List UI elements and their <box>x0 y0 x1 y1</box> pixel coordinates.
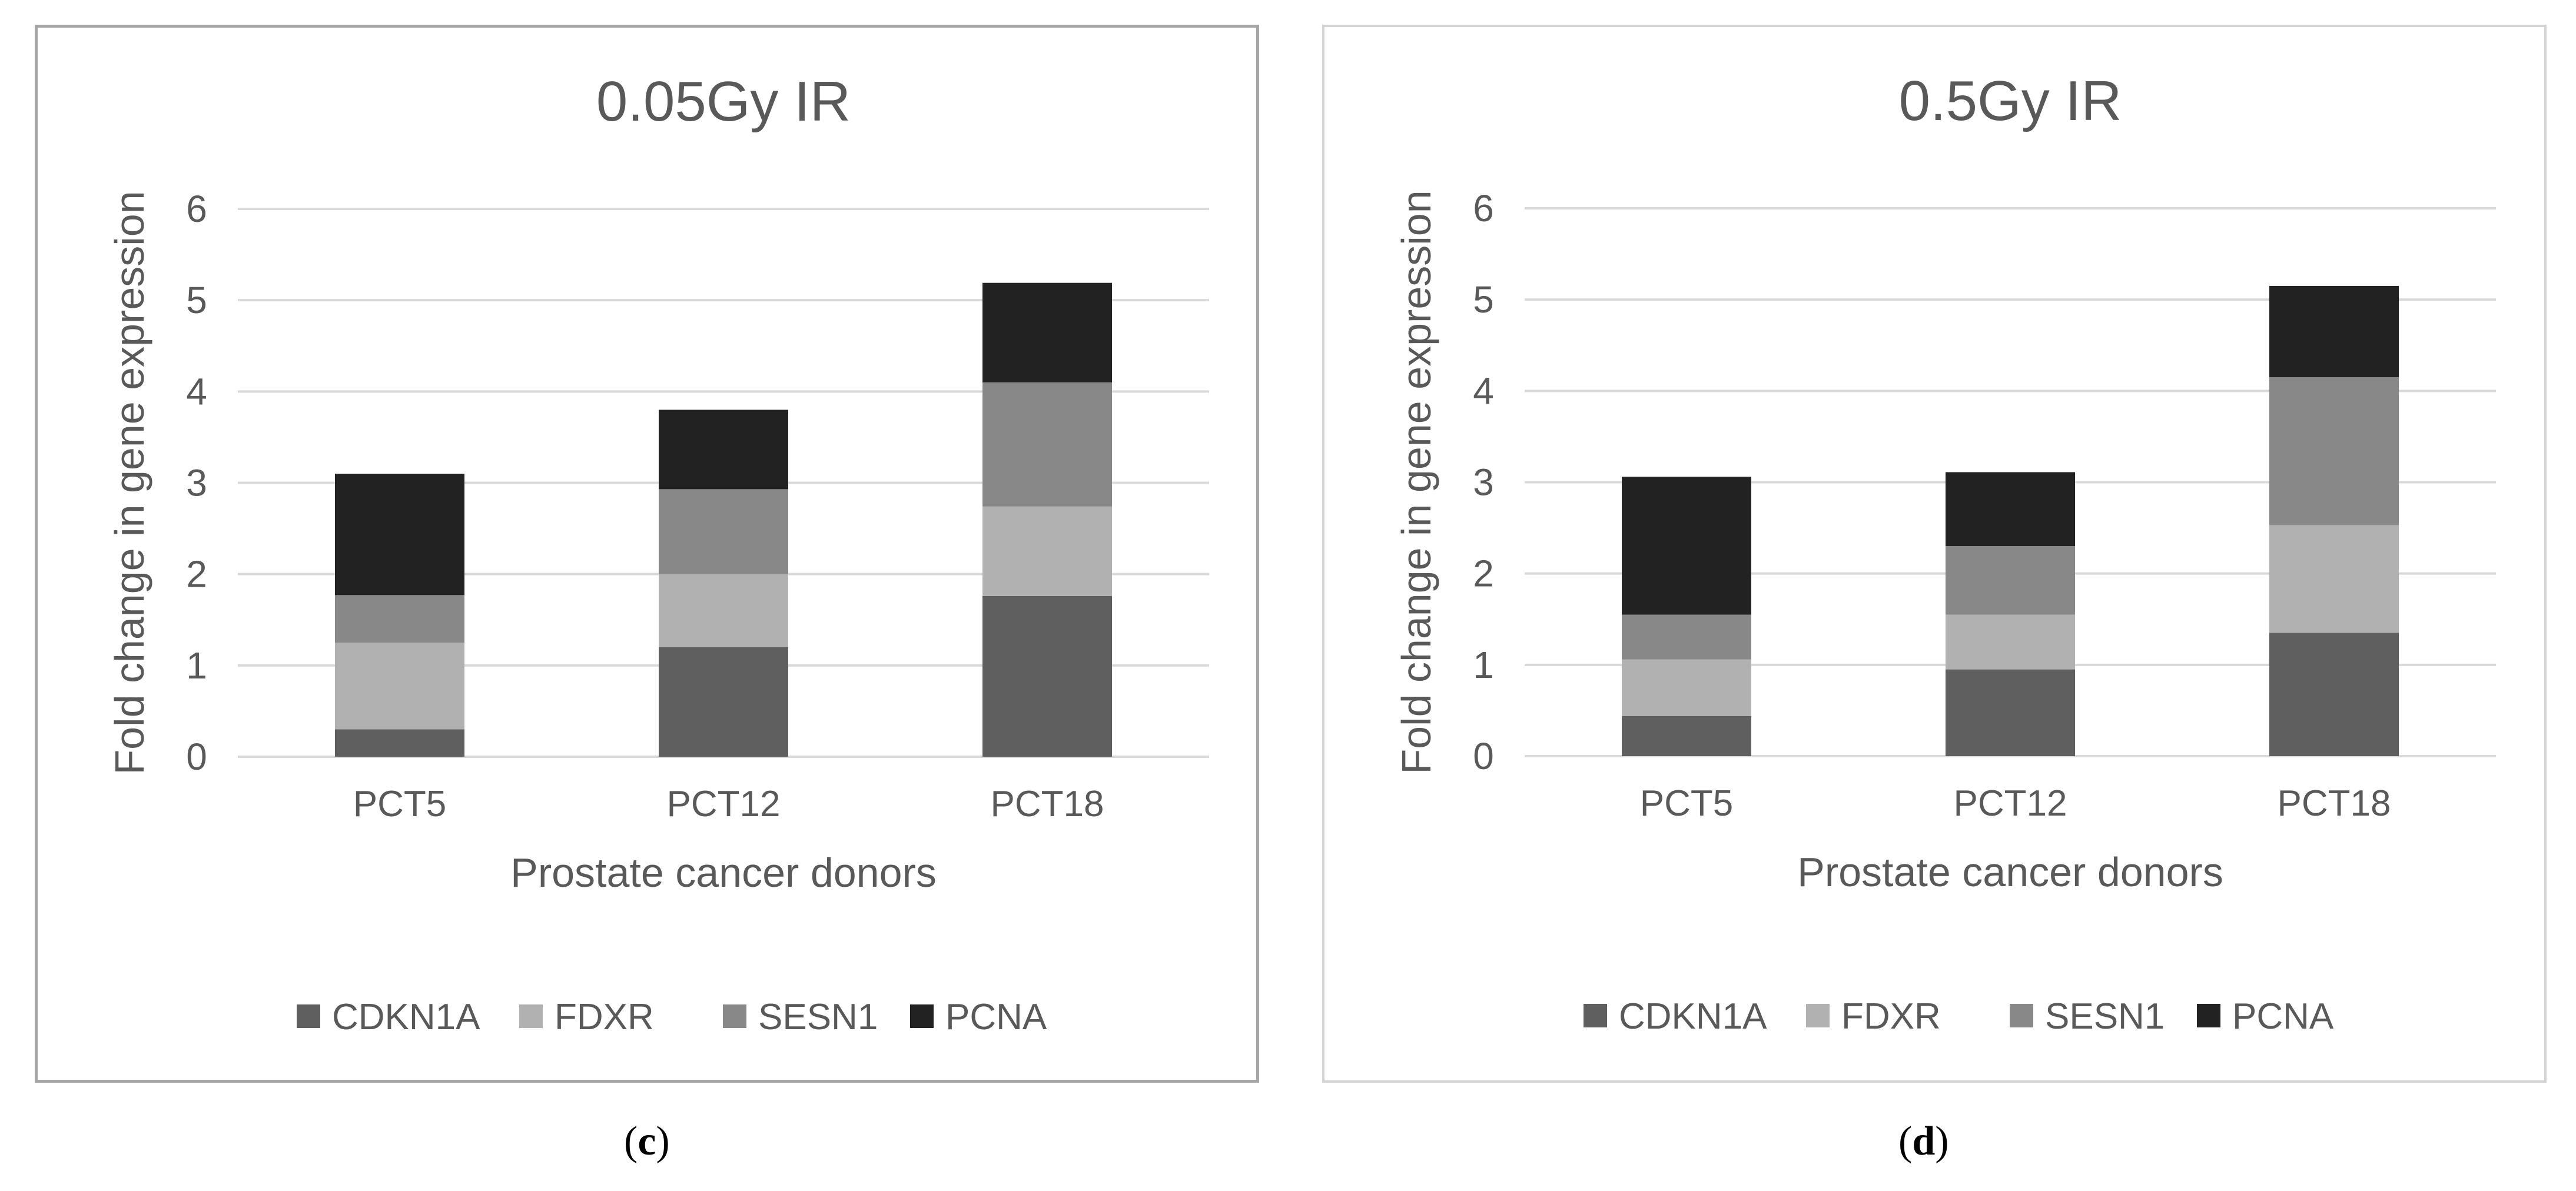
bar-pcna-pct5 <box>335 473 464 596</box>
y-tick-label-0: 0 <box>1473 735 1494 777</box>
legend-label-sesn1: SESN1 <box>758 997 878 1037</box>
bar-cdkn1a-pct18 <box>2269 633 2399 756</box>
x-tick-label-pct5: PCT5 <box>1640 783 1733 824</box>
chart-panel-c: 0.05Gy IR 0 1 2 3 4 5 6 PCT5 PCT12 PCT18 Prostate c… <box>35 25 1259 1083</box>
bar-cdkn1a-pct5 <box>1622 716 1751 756</box>
bar-pcna-pct12 <box>659 410 788 490</box>
y-tick-label-3: 3 <box>1473 461 1494 504</box>
y-tick-label-0: 0 <box>186 736 207 778</box>
legend-swatch-sesn1 <box>2010 1004 2033 1027</box>
legend-swatch-fdxr <box>519 1004 543 1028</box>
bar-pcna-pct18 <box>2269 285 2399 378</box>
panel-caption-c: (c) <box>624 1119 670 1164</box>
y-tick-label-6: 6 <box>1473 187 1494 229</box>
chart-panel-d: 0.5Gy IR 0 1 2 3 4 5 6 PCT5 PCT12 PCT18 Prostate ca… <box>1322 25 2547 1083</box>
x-tick-label-pct18: PCT18 <box>991 784 1104 824</box>
y-tick-label-5: 5 <box>186 279 207 321</box>
x-tick-label-pct5: PCT5 <box>353 784 446 824</box>
x-tick-label-pct12: PCT12 <box>1954 783 2067 824</box>
bar-fdxr-pct12 <box>1946 614 2075 670</box>
legend-swatch-pcna <box>2197 1004 2220 1027</box>
bar-pcna-pct5 <box>1622 477 1751 615</box>
legend-swatch-cdkn1a <box>1584 1004 1607 1027</box>
x-tick-label-pct18: PCT18 <box>2278 783 2391 824</box>
legend-label-cdkn1a: CDKN1A <box>332 997 480 1037</box>
bar-cdkn1a-pct12 <box>1946 669 2075 756</box>
bar-cdkn1a-pct5 <box>335 729 464 757</box>
stacked-bar-chart-d: 0.5Gy IR 0 1 2 3 4 5 6 PCT5 PCT12 PCT18 Prostate ca… <box>1393 69 2496 1037</box>
x-tick-label-pct12: PCT12 <box>667 784 781 824</box>
legend-label-fdxr: FDXR <box>1841 996 1941 1037</box>
bar-pcna-pct12 <box>1946 472 2075 547</box>
bar-sesn1-pct18 <box>982 382 1112 507</box>
legend-swatch-cdkn1a <box>297 1004 320 1028</box>
stacked-bar-chart-c: 0.05Gy IR 0 1 2 3 4 5 6 PCT5 PCT12 PCT18 Prostate c… <box>107 70 1209 1037</box>
y-tick-label-4: 4 <box>186 370 207 412</box>
y-tick-label-3: 3 <box>186 462 207 504</box>
y-tick-label-5: 5 <box>1473 278 1494 321</box>
x-axis-label: Prostate cancer donors <box>510 850 937 896</box>
bar-fdxr-pct5 <box>1622 659 1751 716</box>
y-tick-label-6: 6 <box>186 188 207 230</box>
panel-caption-d: (d) <box>1898 1119 1949 1164</box>
legend-swatch-sesn1 <box>723 1004 746 1028</box>
legend-swatch-fdxr <box>1806 1004 1830 1027</box>
bar-sesn1-pct12 <box>659 489 788 574</box>
bar-fdxr-pct5 <box>335 643 464 730</box>
bar-sesn1-pct12 <box>1946 546 2075 615</box>
bar-fdxr-pct18 <box>2269 525 2399 633</box>
bar-cdkn1a-pct18 <box>982 596 1112 757</box>
y-tick-label-1: 1 <box>186 644 207 687</box>
y-tick-label-2: 2 <box>1473 553 1494 595</box>
y-tick-label-2: 2 <box>186 553 207 596</box>
legend-swatch-pcna <box>910 1004 934 1028</box>
bar-cdkn1a-pct12 <box>659 647 788 757</box>
chart-title: 0.5Gy IR <box>1899 69 2122 132</box>
legend-label-fdxr: FDXR <box>555 997 654 1037</box>
y-tick-label-1: 1 <box>1473 644 1494 686</box>
legend-label-sesn1: SESN1 <box>2045 996 2165 1037</box>
y-axis-label: Fold change in gene expression <box>107 191 152 774</box>
x-axis-label: Prostate cancer donors <box>1797 849 2223 895</box>
chart-title: 0.05Gy IR <box>596 70 851 133</box>
bar-sesn1-pct5 <box>335 595 464 643</box>
y-axis-label: Fold change in gene expression <box>1393 190 1439 774</box>
bar-pcna-pct18 <box>982 282 1112 382</box>
bar-sesn1-pct5 <box>1622 614 1751 660</box>
y-tick-label-4: 4 <box>1473 370 1494 412</box>
bar-fdxr-pct12 <box>659 574 788 647</box>
legend-label-cdkn1a: CDKN1A <box>1619 996 1767 1037</box>
legend-label-pcna: PCNA <box>2232 996 2334 1037</box>
bar-fdxr-pct18 <box>982 506 1112 596</box>
legend-label-pcna: PCNA <box>945 997 1047 1037</box>
bar-sesn1-pct18 <box>2269 377 2399 525</box>
